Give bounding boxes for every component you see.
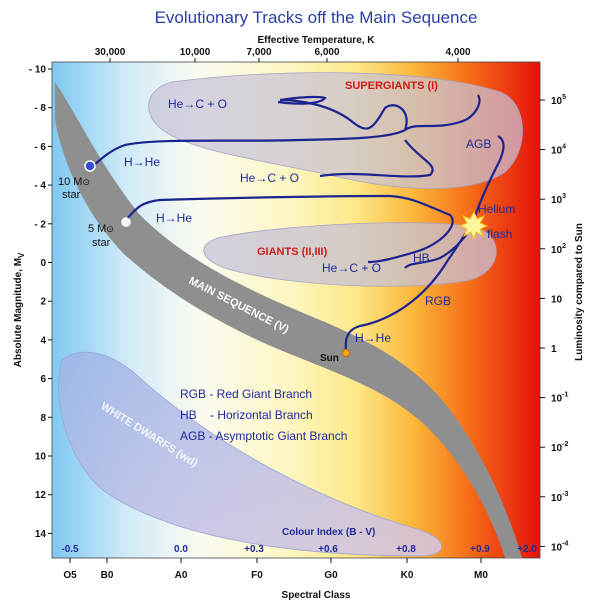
left-tick-label: - 8 — [34, 103, 46, 114]
main-sequence-band — [55, 82, 522, 558]
top-tick-label: 4,000 — [445, 47, 470, 58]
bottom-tick-label: A0 — [175, 570, 188, 581]
h-he-label-10: H→He — [124, 155, 160, 169]
bottom-axis-ticks: O5 B0 A0 F0 G0 K0 M0 — [63, 558, 488, 581]
bottom-tick-label: M0 — [474, 570, 488, 581]
agb-label: AGB — [466, 137, 491, 151]
right-tick-label: 103 — [551, 193, 566, 206]
giants-label: GIANTS (II,III) — [257, 246, 328, 258]
colour-index-value: +0.3 — [244, 544, 264, 555]
colour-index-value: +2.0 — [517, 544, 537, 555]
right-tick-label: 10-3 — [551, 491, 568, 504]
legend-rgb: RGB - Red Giant Branch — [180, 387, 312, 401]
right-tick-label: 10-2 — [551, 441, 568, 454]
top-tick-label: 7,000 — [246, 47, 271, 58]
ten-solar-label-star: star — [62, 189, 81, 201]
legend: RGB - Red Giant Branch HB - Horizontal B… — [180, 387, 347, 443]
rgb-label: RGB — [425, 294, 451, 308]
bottom-tick-label: G0 — [324, 570, 338, 581]
colour-index-value: 0.0 — [174, 544, 188, 555]
left-tick-label: - 4 — [34, 181, 46, 192]
h-he-label-5: H→He — [156, 211, 192, 225]
giants-region — [203, 222, 497, 287]
supergiants-label: SUPERGIANTS (I) — [345, 80, 438, 92]
sun-star — [342, 349, 350, 357]
bottom-axis-label: Spectral Class — [282, 590, 351, 601]
top-tick-label: 10,000 — [180, 47, 211, 58]
colour-index-value: +0.8 — [396, 544, 416, 555]
right-axis-label: Luminosity compared to Sun — [574, 223, 585, 361]
top-tick-label: 6,000 — [314, 47, 339, 58]
left-tick-label: 2 — [40, 297, 46, 308]
left-tick-label: - 6 — [34, 142, 46, 153]
left-tick-label: 8 — [40, 413, 46, 424]
left-tick-label: 12 — [35, 490, 47, 501]
left-axis-ticks: - 10 - 8 - 6 - 4 - 2 0 2 4 6 8 10 12 14 — [29, 65, 52, 540]
he-c-o-mid-label: He→C + O — [240, 171, 299, 185]
supergiants-region — [148, 72, 523, 189]
colour-index-value: +0.9 — [470, 544, 490, 555]
legend-hb: HB - Horizontal Branch — [180, 408, 313, 422]
legend-agb: AGB - Asymptotic Giant Branch — [180, 429, 347, 443]
hb-label: HB — [413, 251, 430, 265]
colour-index-label: Colour Index (B - V) — [282, 527, 375, 538]
right-tick-label: 1 — [551, 344, 557, 355]
left-tick-label: 6 — [40, 374, 46, 385]
top-axis-label: Effective Temperature, K — [257, 35, 375, 46]
top-tick-label: 30,000 — [95, 47, 126, 58]
top-axis-ticks: 30,000 10,000 7,000 6,000 4,000 — [95, 47, 471, 62]
bottom-tick-label: O5 — [63, 570, 77, 581]
right-tick-label: 105 — [551, 94, 566, 107]
five-solar-star — [121, 217, 131, 227]
bottom-tick-label: K0 — [401, 570, 414, 581]
right-tick-label: 10 — [551, 294, 563, 305]
track-10-solar — [91, 94, 481, 168]
ten-solar-label: 10 M⊙ — [58, 176, 90, 188]
left-tick-label: 4 — [40, 335, 46, 346]
left-tick-label: - 2 — [34, 219, 46, 230]
bottom-tick-label: B0 — [101, 570, 114, 581]
track-5-solar — [125, 194, 454, 264]
left-axis-label: Absolute Magnitude, MV — [13, 252, 26, 367]
chart-title: Evolutionary Tracks off the Main Sequenc… — [155, 8, 478, 27]
colour-index-value: +0.6 — [318, 544, 338, 555]
helium-flash-icon — [458, 210, 489, 241]
ten-solar-star — [84, 160, 96, 172]
left-tick-label: - 10 — [29, 65, 47, 76]
colour-index-values: -0.5 0.0 +0.3 +0.6 +0.8 +0.9 +2.0 — [61, 544, 537, 555]
plot-frame — [51, 61, 541, 559]
white-dwarfs-region — [58, 351, 442, 557]
bottom-tick-label: F0 — [251, 570, 263, 581]
left-tick-label: 14 — [35, 529, 47, 540]
he-c-o-giant-label: He→C + O — [322, 261, 381, 275]
he-c-o-top-label: He→C + O — [168, 97, 227, 111]
left-tick-label: 0 — [40, 258, 46, 269]
track-10-solar-return — [319, 139, 434, 178]
colour-index-value: -0.5 — [61, 544, 79, 555]
five-solar-label: 5 M⊙ — [88, 223, 114, 235]
sun-label: Sun — [320, 353, 339, 364]
left-tick-label: 10 — [35, 452, 47, 463]
helium-flash-label-1: Helium — [478, 202, 515, 216]
right-tick-label: 10-4 — [551, 540, 568, 553]
right-tick-label: 10-1 — [551, 392, 568, 405]
helium-flash-label-2: flash — [487, 227, 512, 241]
right-tick-label: 102 — [551, 243, 566, 256]
h-he-label-sun: H→He — [355, 331, 391, 345]
right-tick-label: 104 — [551, 144, 566, 157]
five-solar-label-star: star — [92, 237, 111, 249]
